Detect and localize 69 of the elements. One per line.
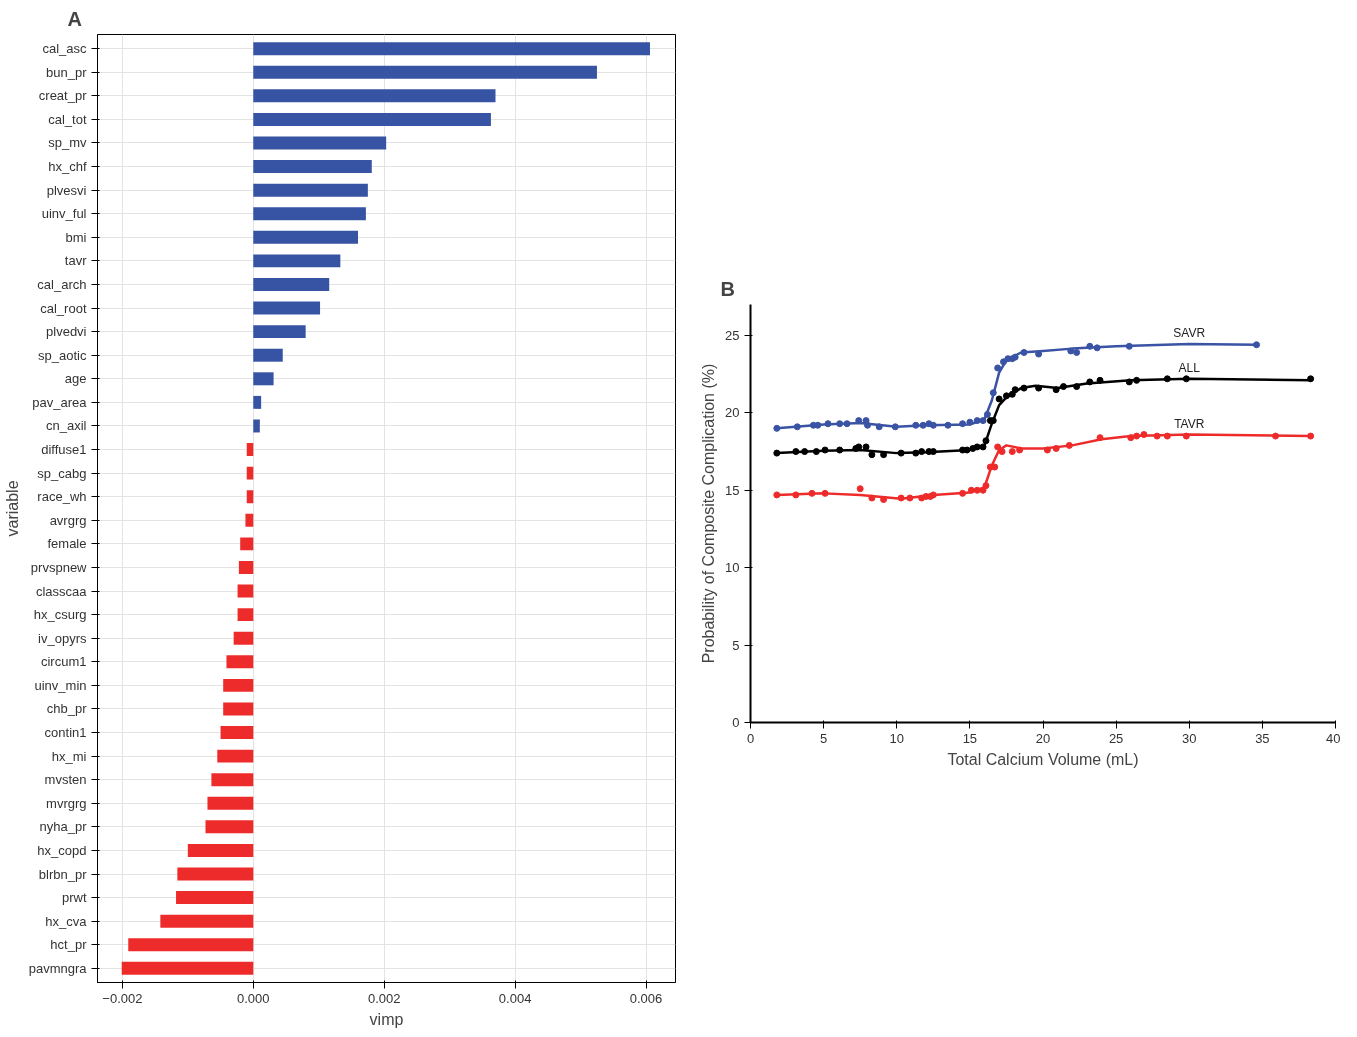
y-tick-label: prvspnew <box>30 559 88 575</box>
y-tick-label: hx_csurg <box>33 607 87 623</box>
x-tick-label: 0.002 <box>367 990 401 1006</box>
y-tick-label: cn_axil <box>46 418 87 434</box>
y-tick-label: plvedvi <box>46 324 87 340</box>
y-tick-label: diffuse1 <box>41 442 87 458</box>
y-tick-label: 20 <box>725 405 740 421</box>
x-axis-title: Total Calcium Volume (mL) <box>947 750 1139 768</box>
x-tick-label: 10 <box>889 730 904 746</box>
y-tick-label: hx_chf <box>48 159 87 175</box>
y-tick-label: cal_asc <box>42 41 87 57</box>
x-tick-label: 30 <box>1182 730 1197 746</box>
y-tick-label: mvsten <box>44 772 87 788</box>
y-tick-label: 10 <box>725 560 740 576</box>
y-tick-label: plvesvi <box>46 182 87 198</box>
y-tick-label: 5 <box>732 637 740 653</box>
y-tick-label: classcaa <box>35 583 88 599</box>
x-tick-label: 5 <box>820 730 828 746</box>
y-tick-label: prwt <box>61 890 87 906</box>
series-label: TAVR <box>1174 416 1205 431</box>
x-tick-label: 15 <box>962 730 978 746</box>
y-tick-label: nyha_pr <box>39 819 88 835</box>
chart-title: B <box>720 277 735 300</box>
y-tick-label: bun_pr <box>46 64 88 80</box>
y-axis-title: variable <box>3 480 21 537</box>
series-label: ALL <box>1178 360 1201 375</box>
y-tick-label: bmi <box>65 229 87 245</box>
y-tick-label: cal_tot <box>48 111 87 127</box>
y-tick-label: uinv_min <box>34 677 87 693</box>
x-tick-label: 0.000 <box>237 990 270 1006</box>
y-axis-title: Probability of Composite Complication (%) <box>700 363 718 664</box>
y-tick-label: sp_aotic <box>38 347 87 363</box>
x-tick-label: 40 <box>1326 730 1341 746</box>
y-tick-label: contin1 <box>44 725 87 741</box>
y-tick-label: avrgrg <box>49 512 87 528</box>
series-label: SAVR <box>1173 325 1206 340</box>
y-tick-label: female <box>47 536 87 552</box>
y-tick-label: pavmngra <box>28 960 88 976</box>
y-tick-label: pav_area <box>32 394 88 410</box>
y-tick-label: age <box>64 371 87 387</box>
y-tick-label: 25 <box>725 327 740 343</box>
x-tick-label: 20 <box>1035 730 1051 746</box>
y-tick-label: hx_mi <box>51 748 87 764</box>
x-tick-label: −0.002 <box>102 990 143 1006</box>
y-tick-label: circum1 <box>40 654 87 670</box>
y-tick-label: hx_cva <box>45 913 88 929</box>
x-tick-label: 0.006 <box>629 990 663 1006</box>
y-tick-label: race_wh <box>37 489 87 505</box>
y-tick-label: cal_root <box>40 300 87 316</box>
x-tick-label: 0 <box>746 730 755 746</box>
y-tick-label: chb_pr <box>46 701 88 717</box>
x-tick-label: 25 <box>1108 730 1124 746</box>
y-tick-label: 15 <box>725 482 740 498</box>
x-tick-label: 35 <box>1255 730 1270 746</box>
y-tick-label: tavr <box>64 253 88 269</box>
y-tick-label: sp_cabg <box>37 465 87 481</box>
y-tick-label: creat_pr <box>38 88 88 104</box>
y-tick-label: iv_opyrs <box>38 630 87 646</box>
y-tick-label: sp_mv <box>48 135 87 151</box>
y-tick-label: cal_arch <box>37 276 87 292</box>
y-tick-label: mvrgrg <box>46 795 87 811</box>
y-tick-label: uinv_ful <box>41 206 87 222</box>
y-tick-label: hx_copd <box>37 842 87 858</box>
y-tick-label: hct_pr <box>50 937 88 953</box>
y-tick-label: 0 <box>732 715 740 730</box>
y-tick-label: blrbn_pr <box>38 866 88 882</box>
chart-title: A <box>67 7 82 30</box>
x-axis-title: vimp <box>369 1010 404 1028</box>
x-tick-label: 0.004 <box>498 990 532 1006</box>
